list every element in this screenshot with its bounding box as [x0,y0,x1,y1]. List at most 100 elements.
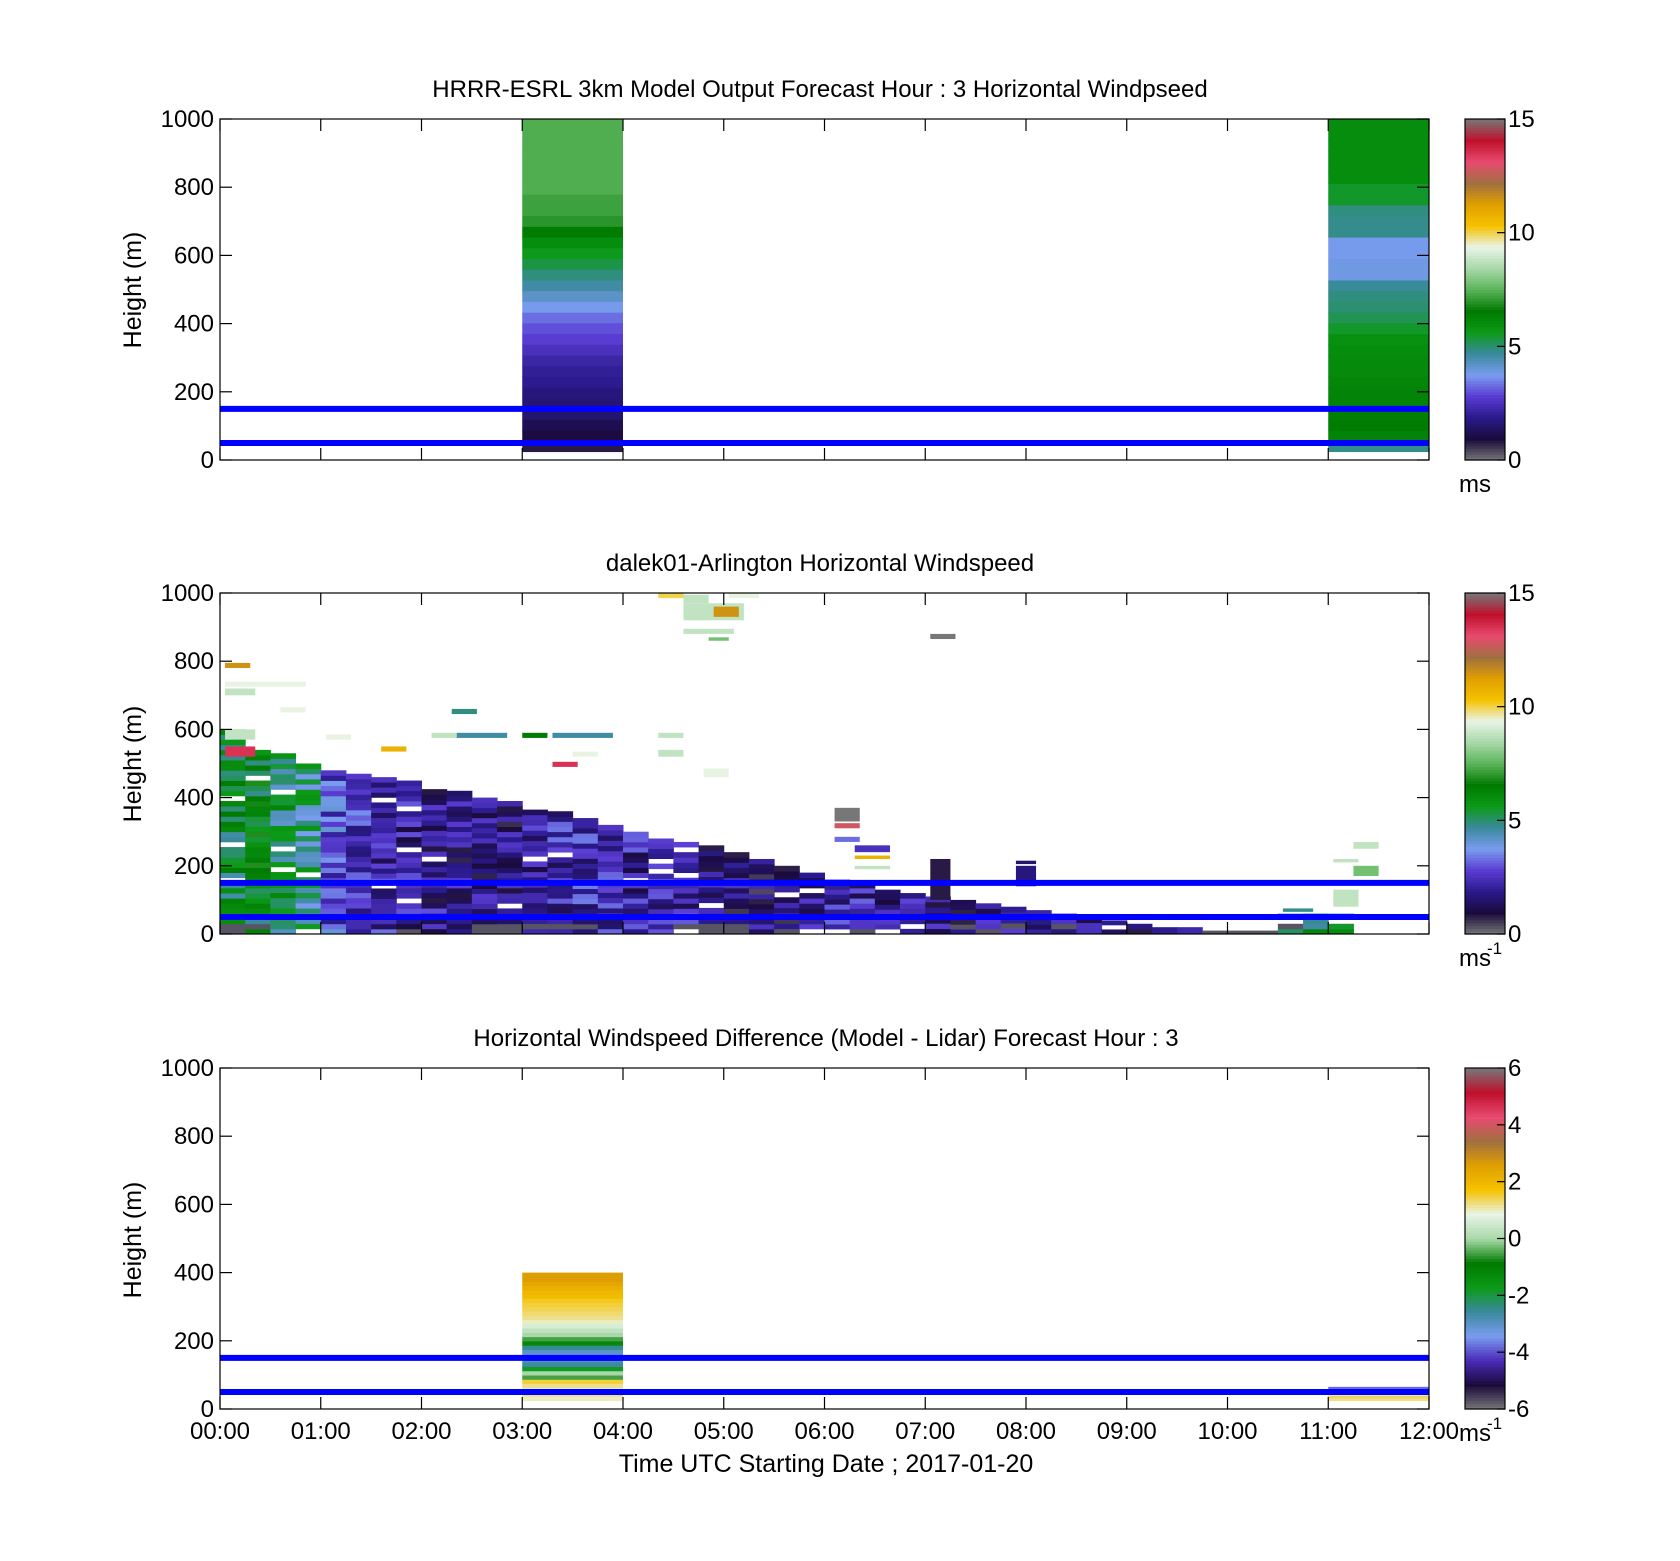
heatmap-cell [547,836,574,843]
colorbar-swatch [1465,161,1505,166]
heatmap-cell [824,924,851,930]
heatmap-cell [220,831,246,838]
colorbar-swatch [1465,1232,1505,1237]
heatmap-cell [421,825,448,831]
colorbar-swatch [1465,241,1505,245]
heatmap-cell [522,1340,623,1346]
colorbar-swatch [1465,323,1505,328]
heatmap-cell [723,867,750,874]
colorbar-swatch [1465,295,1505,299]
heatmap-cell [497,923,523,930]
heatmap-cell [497,872,523,879]
heatmap-cell [270,851,297,857]
heatmap-cell [648,863,674,870]
colorbar-swatch [1465,703,1505,708]
heatmap-cell [471,863,498,869]
heatmap-cell [220,928,246,935]
heatmap-cell [220,893,246,899]
heatmap-cell [522,172,623,184]
colorbar-swatch [1465,1204,1505,1208]
heatmap-patch [728,593,760,599]
colorbar-swatch [1465,235,1505,239]
heatmap-cell [648,908,674,915]
heatmap-cell [522,1298,623,1304]
colorbar-swatch [1465,868,1505,873]
heatmap-patch [834,807,860,822]
colorbar-swatch [1465,411,1505,416]
heatmap-cell [572,923,599,930]
heatmap-cell [345,908,372,914]
colorbar-swatch [1465,1141,1505,1146]
heatmap-cell [648,928,674,935]
heatmap-cell [522,440,623,453]
heatmap-cell [345,851,372,857]
heatmap-cell [1277,928,1304,935]
colorbar-swatch [1465,431,1505,436]
heatmap-cell [497,831,523,838]
heatmap-patch [658,593,684,599]
heatmap-cell [698,871,725,878]
heatmap-cell [446,836,473,843]
heatmap-cell [774,897,800,903]
heatmap-cell [345,846,372,852]
colorbar-swatch [1465,857,1505,861]
heatmap-cell [748,868,775,875]
heatmap-cell [623,908,649,914]
heatmap-patch [658,732,684,738]
colorbar-unit-exponent: -1 [1487,939,1502,958]
colorbar-swatch [1465,718,1505,722]
colorbar-tick-label: 15 [1508,106,1535,133]
heatmap-cell [295,856,322,863]
heatmap-patch [552,761,578,767]
heatmap-cell [673,857,700,863]
colorbar-swatch [1465,261,1505,265]
heatmap-cell [446,867,473,874]
colorbar-swatch [1465,1244,1505,1248]
colorbar-swatch [1465,871,1505,875]
heatmap-cell [799,872,825,879]
colorbar-swatch [1465,383,1505,387]
colorbar-swatch [1465,1136,1505,1140]
heatmap-cell [597,840,624,847]
heatmap-cell [421,871,448,878]
colorbar-swatch [1465,1127,1505,1132]
colorbar-swatch [1465,786,1505,790]
heatmap-cell [522,1362,623,1367]
colorbar-swatch [1465,928,1505,932]
heatmap-cell [421,799,448,806]
colorbar-swatch [1465,1221,1505,1225]
heatmap-cell [471,883,498,889]
colorbar-swatch [1465,1167,1505,1171]
colorbar-tick-label: -2 [1508,1282,1529,1309]
heatmap-cell [446,857,473,863]
heatmap-patch [658,749,684,757]
heatmap-cell [471,843,498,849]
heatmap-cell [623,923,649,930]
heatmap-cell [748,898,775,905]
colorbar-swatch [1465,1283,1505,1288]
heatmap-cell [320,790,347,797]
heatmap-cell [698,876,725,883]
heatmap-cell [1328,140,1429,152]
heatmap-cell [220,898,246,904]
colorbar-swatch [1465,794,1505,799]
heatmap-cell [220,836,246,843]
heatmap-cell [1000,923,1027,929]
heatmap-cell [320,872,347,879]
heatmap-cell [421,804,448,811]
heatmap-cell [320,811,347,817]
heatmap-cell [497,893,523,899]
colorbar-swatch [1465,746,1505,750]
heatmap-cell [975,923,1002,930]
colorbar-swatch [1465,1073,1505,1078]
colorbar-swatch [1465,1289,1505,1294]
heatmap-cell [522,397,623,410]
heatmap-cell [345,856,372,863]
heatmap-cell [623,841,649,848]
colorbar-swatch [1465,882,1505,887]
heatmap-cell [522,1336,623,1342]
colorbar-swatch [1465,911,1505,915]
y-tick-label: 0 [201,1396,214,1423]
heatmap-cell [295,799,322,806]
heatmap-cell [925,917,951,924]
